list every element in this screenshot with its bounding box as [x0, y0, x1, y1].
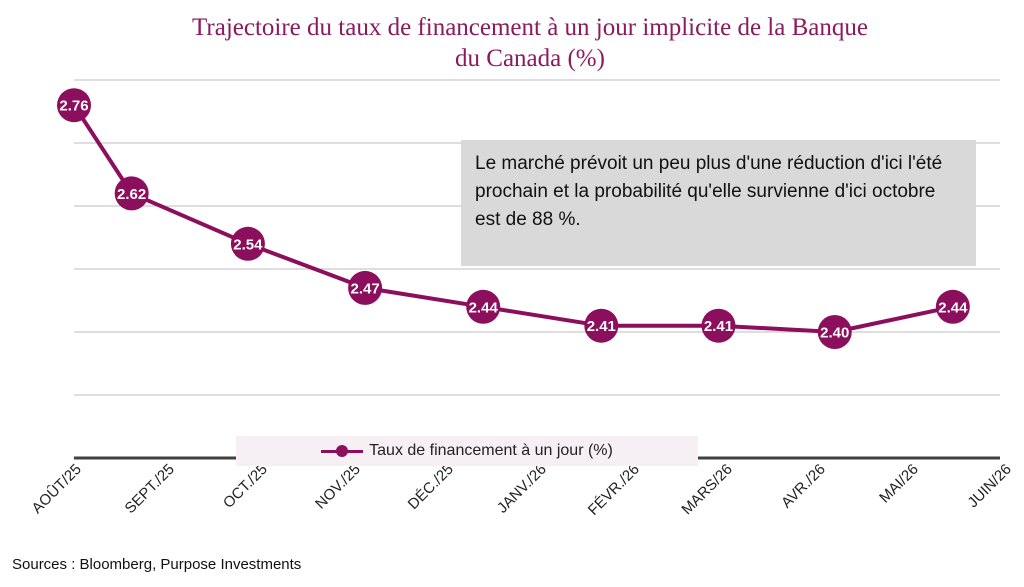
x-tick-labels: AOÛT/25 SEPT./25 OCT./25 NOV./25 DÉC./25 JANV… [29, 461, 1015, 519]
x-tick-label: MAI/26 [876, 461, 922, 507]
annotation-text: Le marché prévoit un peu plus d'une rédu… [475, 153, 942, 230]
legend: Taux de financement à un jour (%) [236, 436, 698, 466]
data-label: 2.76 [59, 98, 88, 115]
x-tick-label: SEPT./25 [122, 461, 178, 517]
x-tick-label: DÉC./25 [405, 461, 457, 513]
x-tick-label: JUIN/26 [964, 461, 1014, 511]
legend-label: Taux de financement à un jour (%) [369, 442, 613, 460]
data-label: 2.47 [350, 280, 379, 297]
data-label: 2.41 [704, 318, 733, 335]
line-chart: 2.76 2.62 2.54 2.47 2.44 2.41 2.41 2.40 2.44 AOÛ… [0, 0, 1024, 587]
x-tick-label: FÉVR./26 [585, 461, 643, 519]
data-label: 2.44 [938, 299, 968, 316]
x-tick-label: MARS/26 [678, 461, 735, 518]
x-tick-label: OCT./25 [220, 461, 271, 512]
annotation-box: Le marché prévoit un peu plus d'une rédu… [461, 140, 976, 266]
data-label: 2.41 [587, 318, 616, 335]
x-tick-label: AVR./26 [778, 461, 829, 512]
x-tick-label: NOV./25 [312, 461, 364, 513]
source-note: Sources : Bloomberg, Purpose Investments [12, 556, 301, 573]
data-label: 2.54 [233, 236, 263, 253]
legend-line-marker-icon [321, 444, 363, 458]
data-label: 2.62 [117, 186, 146, 203]
data-label: 2.44 [469, 299, 499, 316]
x-tick-label: JANV./26 [494, 461, 550, 517]
x-tick-label: AOÛT/25 [29, 461, 85, 517]
data-label: 2.40 [820, 325, 849, 342]
